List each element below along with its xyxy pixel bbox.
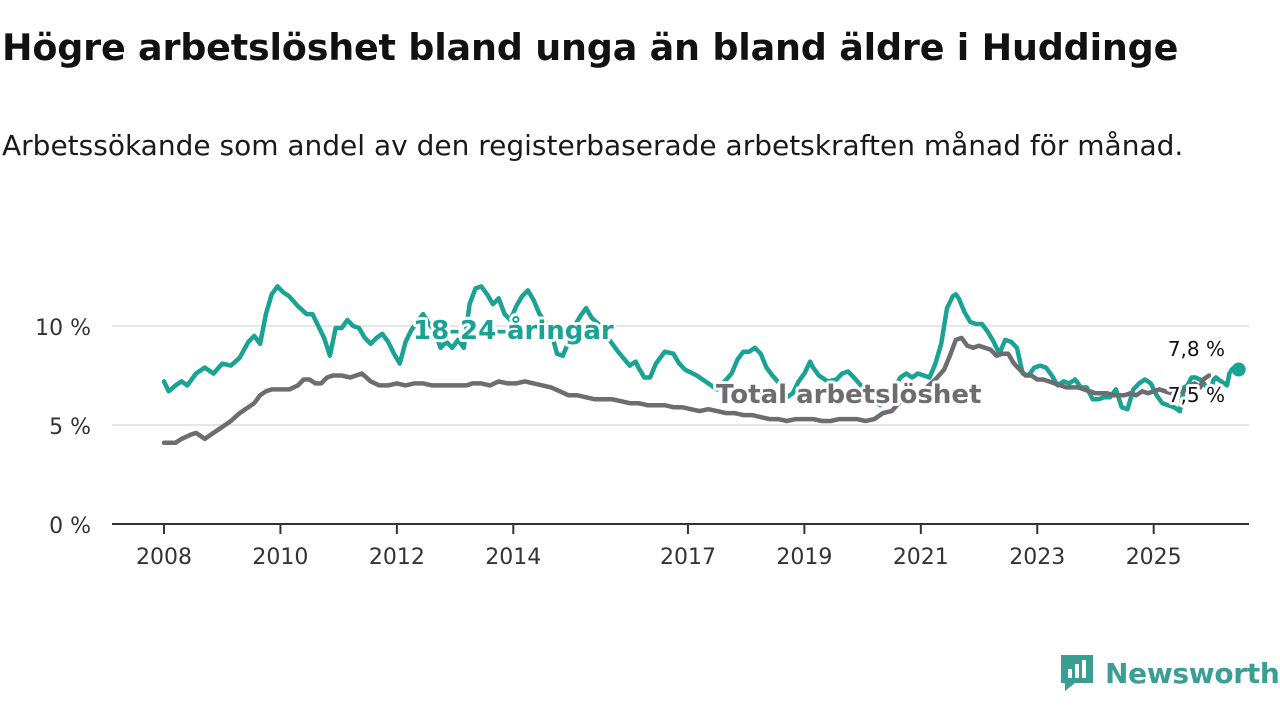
chart-title: Högre arbetslöshet bland unga än bland ä… — [2, 26, 1179, 69]
x-tick-label-2014: 2014 — [485, 545, 541, 570]
x-tick-label-2025: 2025 — [1126, 545, 1182, 570]
x-tick-label-2019: 2019 — [776, 545, 832, 570]
y-axis-tick-labels: 0 % 5 % 10 % — [35, 316, 91, 539]
brand-name: Newsworthy — [1105, 656, 1280, 690]
x-tick-label-2021: 2021 — [893, 545, 949, 570]
x-tick-label-2023: 2023 — [1009, 545, 1065, 570]
y-tick-label-5: 5 % — [49, 415, 91, 440]
series-line-total — [161, 335, 1212, 446]
x-axis — [112, 523, 1249, 534]
x-tick-label-2010: 2010 — [252, 545, 308, 570]
end-value-label-youth: 7,8 % — [1168, 337, 1225, 361]
series-label-youth: 18-24-åringar — [413, 314, 614, 346]
series-label-total: Total arbetslöshet — [716, 380, 981, 410]
series-labels: 18-24-åringar Total arbetslöshet 7,8 % 7,5 … — [410, 311, 1246, 413]
y-tick-label-10: 10 % — [35, 316, 91, 341]
chart-subtitle: Arbetssökande som andel av den registerb… — [2, 129, 1184, 162]
x-tick-label-2012: 2012 — [369, 545, 425, 570]
newsworthy-logo-icon — [1061, 655, 1093, 691]
y-tick-label-0: 0 % — [49, 514, 91, 539]
series-end-dot-youth — [1231, 362, 1246, 377]
newsworthy-logo: Newsworthy — [1059, 653, 1280, 693]
x-axis-tick-labels: 2008 2010 2012 2014 2017 2019 2021 2023 2025 — [136, 545, 1182, 570]
x-tick-label-2017: 2017 — [660, 545, 716, 570]
series-line-youth — [161, 284, 1241, 414]
x-tick-label-2008: 2008 — [136, 545, 192, 570]
end-value-label-total: 7,5 % — [1168, 383, 1225, 407]
series-lines — [161, 284, 1241, 446]
grid-lines — [112, 325, 1249, 426]
